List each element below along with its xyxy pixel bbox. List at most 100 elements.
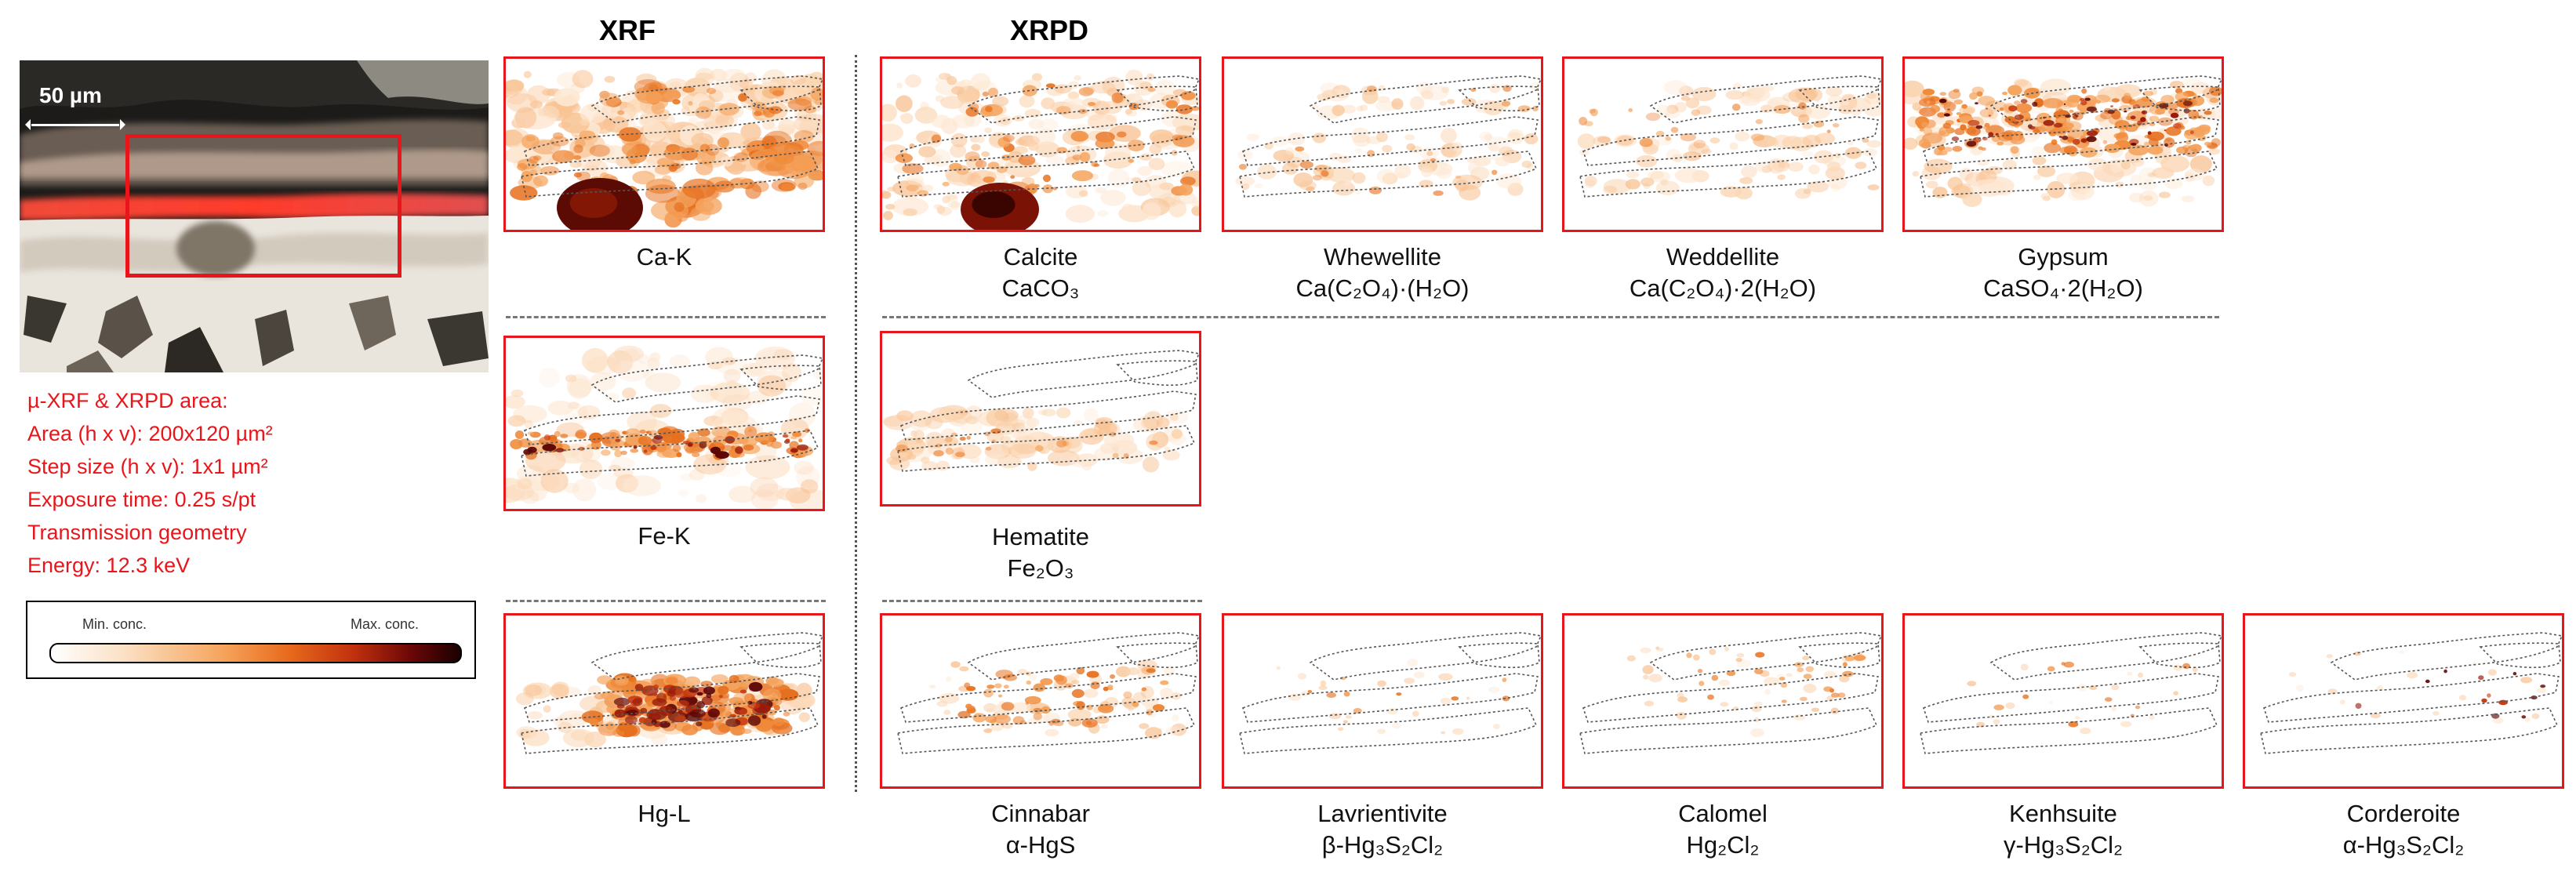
map-intensity-mark [1034,183,1040,188]
map-intensity-mark [1470,88,1477,93]
map-panel-calomel [1562,613,1884,789]
map-intensity-mark [892,180,923,197]
layer-outline [1116,642,1198,669]
map-intensity-mark [651,719,657,724]
map-intensity-mark [937,206,952,216]
map-intensity-mark [529,155,540,164]
map-intensity-mark [1067,91,1080,100]
map-intensity-mark [1625,179,1640,190]
map-intensity-mark [747,715,761,726]
map-intensity-mark [2062,136,2069,140]
map-intensity-mark [607,429,620,442]
map-intensity-mark [739,708,748,715]
map-intensity-mark [589,432,603,444]
map-intensity-mark [899,114,909,120]
map-intensity-mark [1164,446,1170,452]
map-image [506,67,823,230]
map-intensity-mark [971,143,981,151]
map-intensity-mark [590,372,616,391]
map-intensity-mark [1976,91,1983,97]
map-intensity-mark [1343,179,1352,187]
map-intensity-mark [737,438,749,445]
map-intensity-mark [985,106,993,112]
map-intensity-mark [1814,150,1834,164]
map-intensity-mark [1672,154,1684,162]
map-intensity-mark [1126,177,1133,183]
map-intensity-mark [1441,731,1445,735]
map-intensity-mark [994,683,1002,688]
map-intensity-mark [2141,110,2148,114]
map-intensity-mark [2288,672,2297,677]
map-panel-whewellite [1222,56,1543,232]
map-intensity-mark [1100,724,1108,729]
map-intensity-mark [1001,154,1012,161]
map-intensity-mark [2047,666,2055,672]
map-intensity-mark [506,83,520,99]
map-intensity-mark [1943,113,1950,117]
map-intensity-mark [1404,677,1415,684]
map-intensity-mark [639,429,646,434]
map-intensity-mark [678,489,689,497]
map-intensity-mark [2032,156,2047,165]
map-intensity-mark [1455,176,1462,183]
map-intensity-mark [1697,669,1703,674]
map-intensity-mark [1921,122,1928,128]
map-intensity-mark [1589,108,1596,114]
map-intensity-mark [928,684,936,689]
map-intensity-mark [1054,84,1072,94]
map-intensity-mark [665,677,678,684]
map-intensity-mark [506,86,512,98]
map-intensity-mark [1011,702,1031,714]
map-label-hematite: Hematite Fe₂O₃ [991,523,1090,582]
map-intensity-mark [1484,133,1493,140]
map-intensity-mark [896,82,903,89]
map-intensity-mark [508,146,520,155]
map-intensity-mark [1781,699,1787,703]
map-intensity-mark [896,410,914,421]
map-intensity-mark [2014,123,2020,129]
layer-outline [967,350,1199,398]
acquisition-info: µ-XRF & XRPD area: Area (h x v): 200x120… [27,384,273,582]
map-intensity-mark [947,195,958,203]
map-intensity-mark [782,434,789,438]
map-intensity-mark [797,444,808,451]
map-intensity-mark [2524,717,2531,722]
map-intensity-mark [946,76,957,85]
map-intensity-mark [1069,673,1080,681]
map-intensity-mark [2120,128,2125,133]
map-intensity-mark [524,419,533,429]
map-intensity-mark [532,155,542,161]
map-intensity-mark [2355,703,2362,709]
layer-outline [739,642,822,669]
map-intensity-mark [662,175,672,182]
map-intensity-mark [1026,417,1040,427]
map-intensity-mark [1076,453,1098,467]
map-intensity-mark [1643,674,1649,680]
map-intensity-mark [589,144,611,157]
map-intensity-mark [1171,429,1183,439]
info-line: Step size (h x v): 1x1 µm² [27,455,268,478]
map-intensity-mark [1996,141,2004,146]
legend-colorbar [49,643,462,663]
map-intensity-mark [1056,440,1067,448]
map-intensity-mark [789,441,799,449]
map-intensity-mark [1074,75,1082,81]
map-intensity-mark [1107,169,1130,187]
layer-outline [897,151,1196,198]
map-intensity-mark [1001,722,1013,729]
map-intensity-mark [1797,667,1804,673]
map-intensity-mark [1354,148,1363,154]
map-intensity-mark [1016,163,1028,172]
map-intensity-mark [1027,461,1037,471]
map-intensity-mark [788,402,816,428]
map-intensity-mark [987,87,998,97]
map-intensity-mark [994,714,1011,724]
map-intensity-mark [2131,143,2137,146]
map-intensity-mark [1665,108,1680,118]
map-intensity-mark [1926,180,1938,189]
map-intensity-mark [672,99,681,105]
map-intensity-mark [1975,102,1978,105]
map-intensity-mark [1072,154,1082,161]
map-intensity-mark [2086,106,2097,112]
map-intensity-mark [890,447,913,462]
